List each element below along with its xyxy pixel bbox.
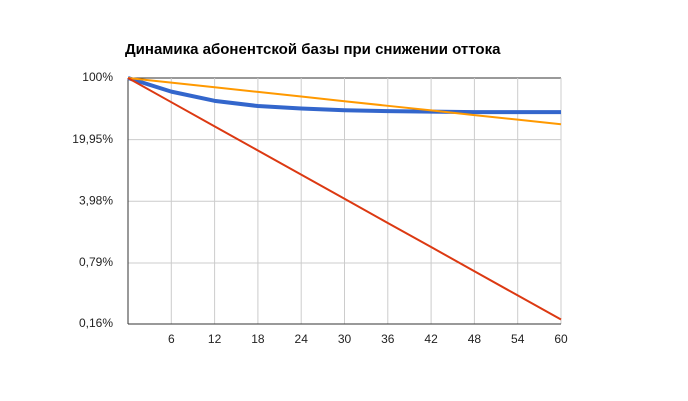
y-tick-label: 0,79%	[79, 255, 113, 269]
x-tick-label: 60	[554, 332, 568, 346]
x-tick-label: 36	[381, 332, 395, 346]
x-tick-label: 42	[424, 332, 438, 346]
y-tick-label: 3,98%	[79, 193, 113, 207]
y-tick-label: 19,95%	[72, 132, 113, 146]
x-tick-label: 18	[251, 332, 265, 346]
x-tick-label: 30	[338, 332, 352, 346]
chart-title: Динамика абонентской базы при снижении о…	[125, 41, 501, 58]
x-tick-label: 54	[511, 332, 525, 346]
series-line	[127, 76, 561, 115]
series-line	[127, 77, 562, 321]
series-line	[127, 77, 562, 126]
x-tick-label: 48	[468, 332, 482, 346]
y-tick-label: 100%	[82, 70, 113, 84]
x-tick-label: 6	[168, 332, 175, 346]
y-tick-label: 0,16%	[79, 316, 113, 330]
x-tick-label: 24	[295, 332, 309, 346]
x-tick-label: 12	[208, 332, 222, 346]
